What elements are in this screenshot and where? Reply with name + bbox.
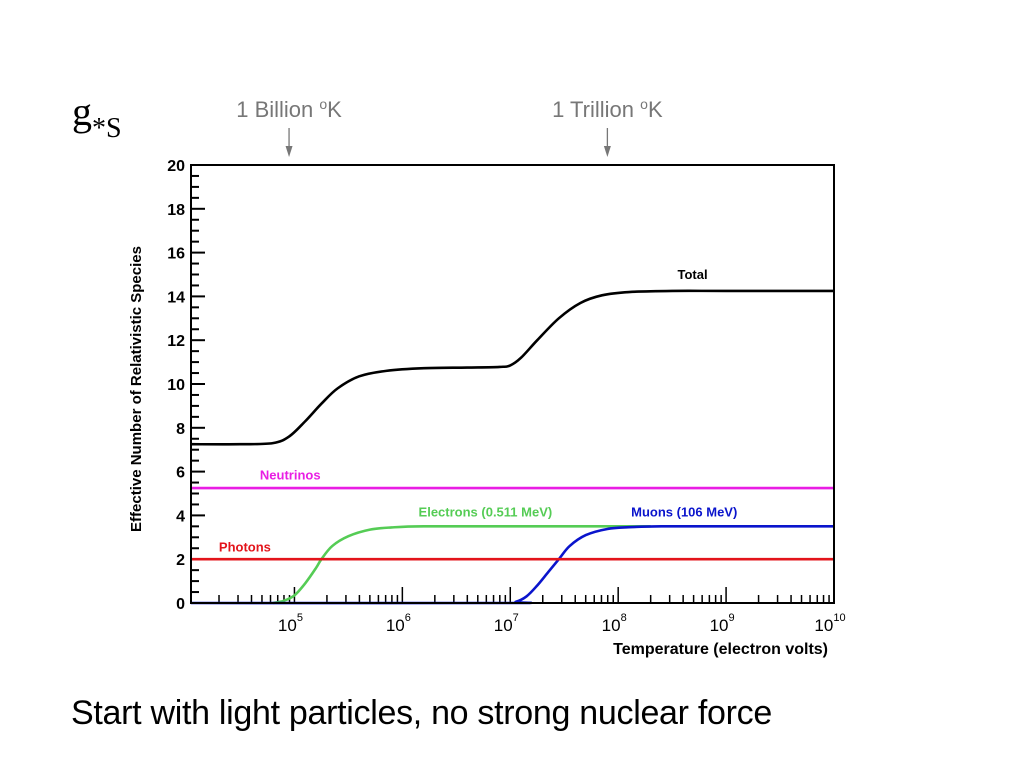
y-tick-label: 12 bbox=[167, 333, 185, 350]
series: Total Neutrinos Electrons (0.511 MeV) Muons… bbox=[190, 267, 834, 605]
y-tick-label: 6 bbox=[176, 465, 185, 482]
arrow-head-icon bbox=[285, 146, 293, 157]
x-tick-label: 108 bbox=[602, 612, 627, 635]
x-tick-label: 105 bbox=[278, 612, 303, 635]
temperature-annotation-label: 1 Billion oK bbox=[236, 96, 342, 122]
x-tick-label: 1010 bbox=[814, 612, 845, 635]
y-tick-label: 20 bbox=[167, 158, 185, 175]
slide-caption: Start with light particles, no strong nu… bbox=[71, 694, 772, 732]
series-label-electrons-0-511-mev: Electrons (0.511 MeV) bbox=[419, 504, 553, 519]
series-line-total bbox=[190, 289, 834, 446]
series-label-muons-106-mev: Muons (106 MeV) bbox=[631, 504, 737, 519]
symbol-main: g bbox=[72, 89, 92, 134]
arrow-head-icon bbox=[603, 146, 611, 157]
y-tick-label: 4 bbox=[176, 508, 185, 525]
series-label-neutrinos: Neutrinos bbox=[260, 467, 321, 482]
y-tick-label: 14 bbox=[167, 289, 185, 306]
series-line-electrons-0-511-mev bbox=[272, 524, 651, 605]
series-label-photons: Photons bbox=[219, 540, 271, 555]
temperature-annotation-label: 1 Trillion oK bbox=[552, 96, 663, 122]
series-label-total: Total bbox=[678, 267, 708, 282]
y-tick-label: 16 bbox=[167, 246, 185, 263]
g-star-s-symbol: g*S bbox=[72, 88, 122, 145]
x-tick-label: 107 bbox=[494, 612, 519, 635]
y-axis-label: Effective Number of Relativistic Species bbox=[128, 246, 145, 532]
annotations: 1 Billion oK 1 Trillion oK bbox=[236, 96, 663, 157]
x-tick-label: 109 bbox=[710, 612, 735, 635]
y-tick-label: 0 bbox=[176, 596, 185, 613]
axes: 0 2 4 6 8 10 12 14 16 18 20 105 106 107 108 109 1010 bbox=[167, 158, 845, 635]
y-tick-label: 10 bbox=[167, 377, 185, 394]
plot-frame bbox=[190, 164, 835, 604]
y-tick-label: 18 bbox=[167, 202, 185, 219]
symbol-subscript: *S bbox=[92, 113, 122, 144]
x-tick-label: 106 bbox=[386, 612, 411, 635]
x-axis-label: Temperature (electron volts) bbox=[613, 641, 828, 658]
y-tick-label: 2 bbox=[176, 552, 185, 569]
y-tick-label: 8 bbox=[176, 421, 185, 438]
series-line-muons-106-mev bbox=[190, 524, 834, 605]
